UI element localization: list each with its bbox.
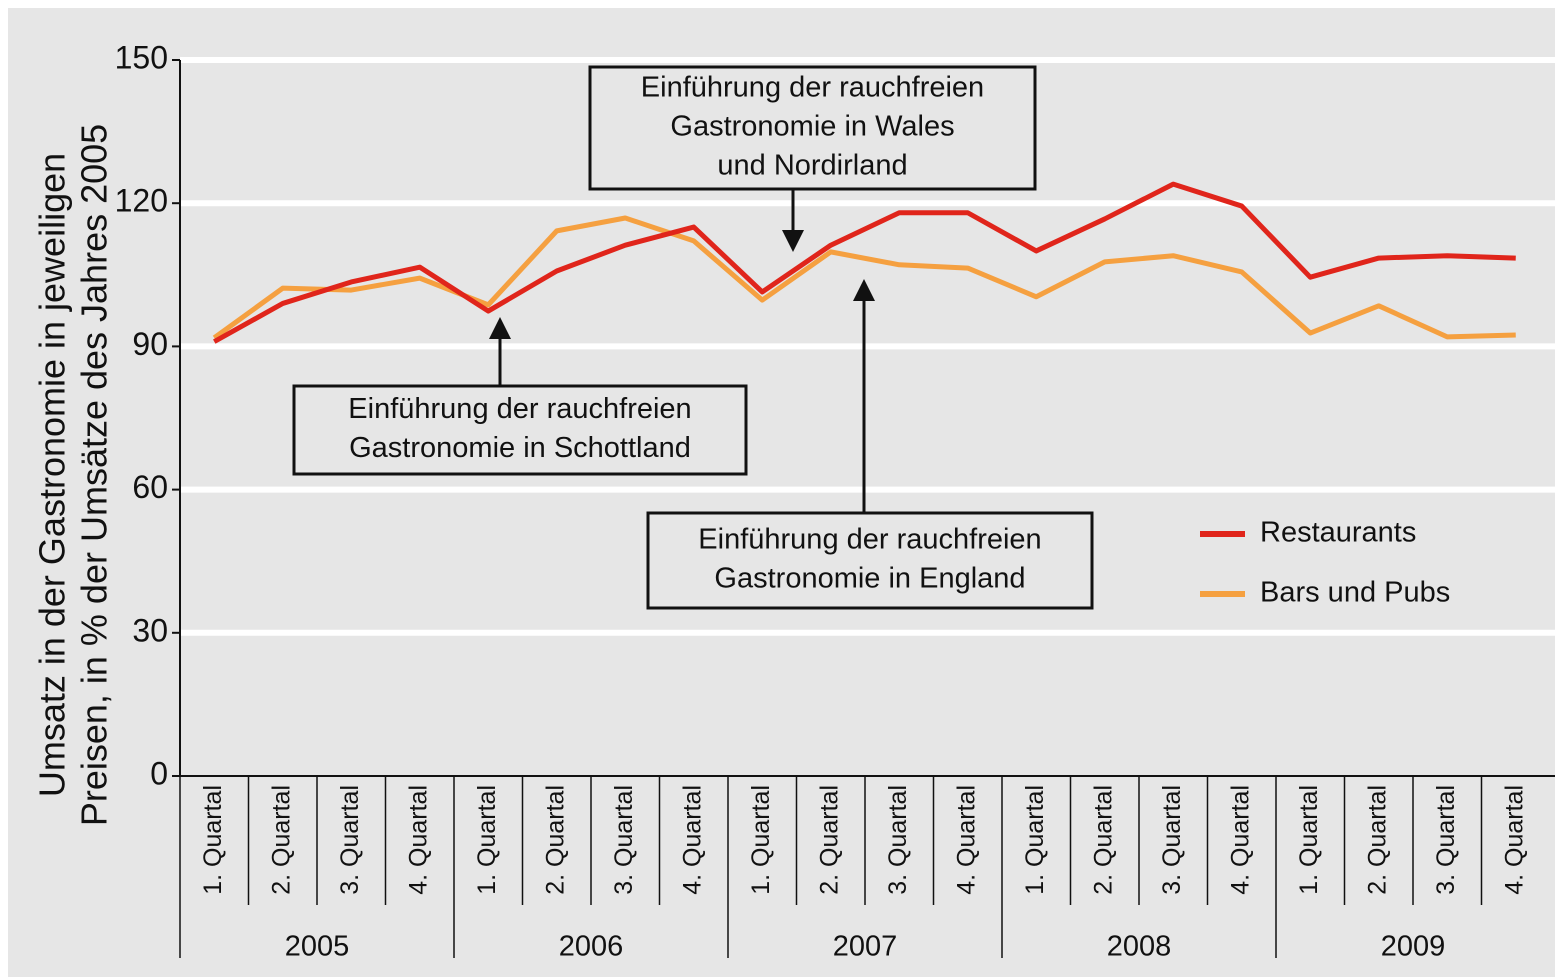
x-tick-label: 4. Quartal [1500,785,1528,895]
annotation-text: Einführung der rauchfreien [348,393,691,425]
annotation-text: Gastronomie in England [714,563,1025,595]
x-tick-label: 3. Quartal [610,785,638,895]
x-tick-label: 3. Quartal [336,785,364,895]
x-tick-label: 1. Quartal [747,785,775,895]
x-tick-label: 4. Quartal [1226,785,1254,895]
x-tick-label: 1. Quartal [199,785,227,895]
year-label: 2006 [559,931,624,963]
x-tick-label: 2. Quartal [815,785,843,895]
year-label: 2005 [285,931,350,963]
annotation-arrowhead [853,279,875,301]
annotation-text: Gastronomie in Wales [670,111,954,143]
x-tick-label: 4. Quartal [404,785,432,895]
annotation-box [292,384,748,476]
y-tick-label: 120 [115,183,168,219]
y-tick-label: 30 [132,612,168,648]
annotation-arrowhead [782,230,804,252]
y-axis-label: Preisen, in % der Umsätze des Jahres 200… [74,124,115,826]
x-tick-label: 3. Quartal [1158,785,1186,895]
y-tick-label: 90 [132,326,168,362]
legend-label: Restaurants [1260,517,1416,549]
year-label: 2007 [833,931,898,963]
x-tick-label: 4. Quartal [678,785,706,895]
annotation-text: Einführung der rauchfreien [698,524,1041,556]
x-tick-label: 2. Quartal [1089,785,1117,895]
x-tick-label: 2. Quartal [267,785,295,895]
y-tick-label: 0 [150,755,168,791]
annotation-text: Einführung der rauchfreien [641,72,984,104]
annotation-box [646,511,1094,610]
year-label: 2008 [1107,931,1172,963]
series-line [212,215,1516,340]
y-axis-label: Umsatz in der Gastronomie in jeweiligen [32,153,73,797]
x-tick-label: 1. Quartal [1295,785,1323,895]
x-tick-label: 2. Quartal [541,785,569,895]
x-tick-label: 1. Quartal [473,785,501,895]
x-tick-label: 3. Quartal [1432,785,1460,895]
x-tick-label: 1. Quartal [1021,785,1049,895]
annotation-box [588,65,1037,191]
series-line [213,181,1516,344]
x-tick-label: 4. Quartal [952,785,980,895]
annotation-text: und Nordirland [717,150,907,182]
annotation-text: Gastronomie in Schottland [349,432,691,464]
y-tick-label: 60 [132,469,168,505]
x-tick-label: 3. Quartal [884,785,912,895]
y-tick-label: 150 [115,39,168,75]
legend-label: Bars und Pubs [1260,577,1450,609]
year-label: 2009 [1381,931,1446,963]
annotation-arrowhead [489,317,511,339]
x-tick-label: 2. Quartal [1363,785,1391,895]
